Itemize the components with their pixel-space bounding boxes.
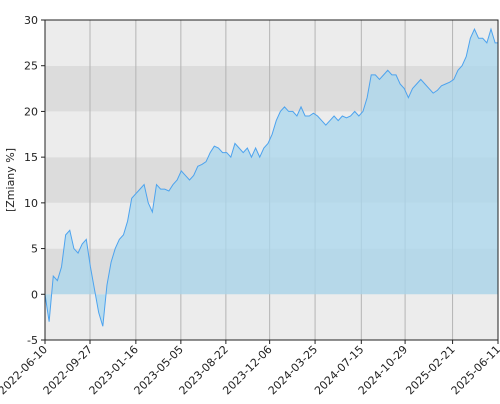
- grid-band: [45, 20, 498, 66]
- grid-band: [45, 294, 498, 340]
- y-tick-label: 10: [24, 197, 38, 210]
- area-fill: [45, 29, 498, 327]
- y-tick-label: 20: [24, 105, 38, 118]
- y-tick-label: 5: [31, 243, 38, 256]
- y-tick-label: 25: [24, 60, 38, 73]
- y-tick-label: -5: [27, 334, 38, 347]
- line: [44, 27, 498, 327]
- y-axis-label: [Zmiany %]: [4, 148, 17, 212]
- y-tick-label: 0: [31, 288, 38, 301]
- plot-frame: [44, 19, 499, 341]
- y-tick-label: 15: [24, 151, 38, 164]
- y-tick-label: 30: [24, 14, 38, 27]
